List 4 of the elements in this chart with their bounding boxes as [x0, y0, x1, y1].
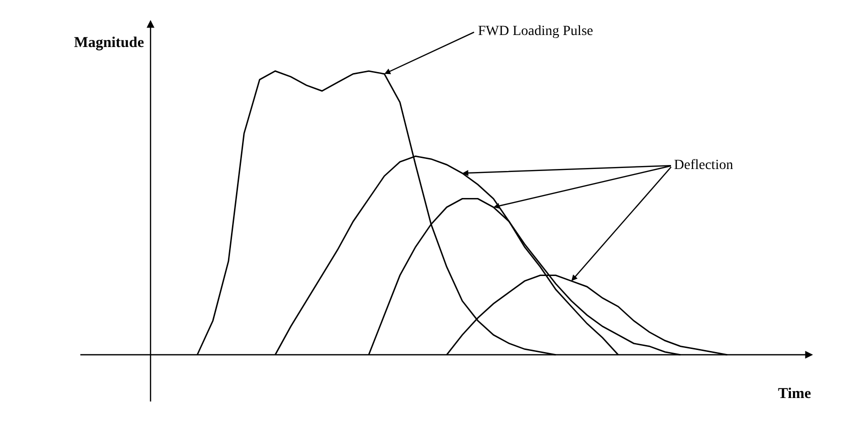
annotation: Deflection [674, 158, 734, 173]
y-axis-title: Magnitude [74, 35, 144, 51]
text: FWD Loading Pulse [478, 24, 594, 39]
x-axis-title: Time [778, 386, 812, 402]
